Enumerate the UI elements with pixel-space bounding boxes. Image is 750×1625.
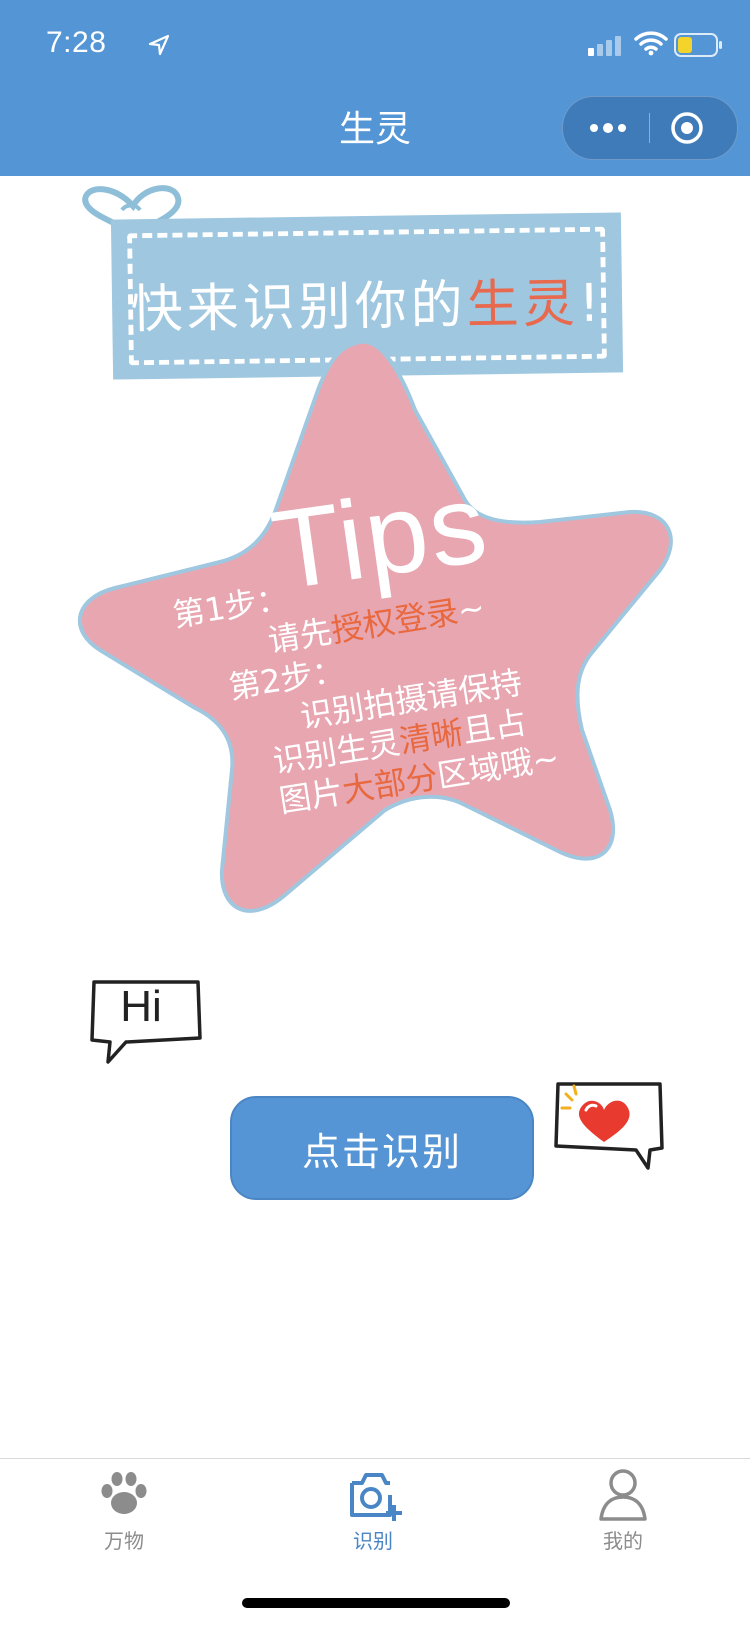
more-dots-icon[interactable] xyxy=(585,115,631,141)
heart-speech-bubble xyxy=(552,1080,668,1172)
location-arrow-icon xyxy=(148,34,170,56)
identify-button[interactable]: 点击识别 xyxy=(230,1096,534,1200)
top-bar: 7:28 生灵 xyxy=(0,0,750,176)
step1-text-post: ~ xyxy=(454,588,488,630)
mini-program-capsule xyxy=(562,96,738,160)
user-icon xyxy=(599,1469,647,1521)
tab-wanwu[interactable]: 万物 xyxy=(64,1465,184,1554)
star-shape xyxy=(77,339,673,913)
heart-bubble-icon xyxy=(554,1082,664,1170)
status-time: 7:28 xyxy=(46,26,107,59)
hi-speech-bubble: Hi xyxy=(86,976,208,1072)
tab-mine[interactable]: 我的 xyxy=(563,1465,683,1554)
camera-add-icon xyxy=(350,1473,402,1521)
tab-label-wanwu: 万物 xyxy=(104,1529,144,1553)
wifi-icon xyxy=(634,31,668,56)
tips-star: Tips 第1步： 请先授权登录~ 第2步： 识别拍摄请保持 识别生灵清晰且占 … xyxy=(70,330,690,950)
close-target-icon[interactable] xyxy=(669,110,705,146)
speech-bubble-icon xyxy=(90,980,202,1064)
hi-text: Hi xyxy=(120,982,162,1031)
page-title: 生灵 xyxy=(338,109,411,150)
cellular-signal-icon xyxy=(588,36,621,56)
welcome-banner: 快来识别你的生灵! xyxy=(78,180,638,390)
capsule-divider xyxy=(649,113,650,143)
banner-text-highlight: 生灵 xyxy=(466,274,580,336)
paw-icon xyxy=(101,1472,147,1514)
bottom-tab-bar: 万物 识别 我的 xyxy=(0,1458,750,1625)
banner-text-end: ! xyxy=(578,273,604,335)
tab-label-identify: 识别 xyxy=(353,1529,393,1553)
battery-icon xyxy=(674,33,722,57)
tab-label-mine: 我的 xyxy=(603,1529,643,1553)
home-indicator[interactable] xyxy=(242,1598,510,1608)
tab-identify[interactable]: 识别 xyxy=(313,1465,433,1554)
